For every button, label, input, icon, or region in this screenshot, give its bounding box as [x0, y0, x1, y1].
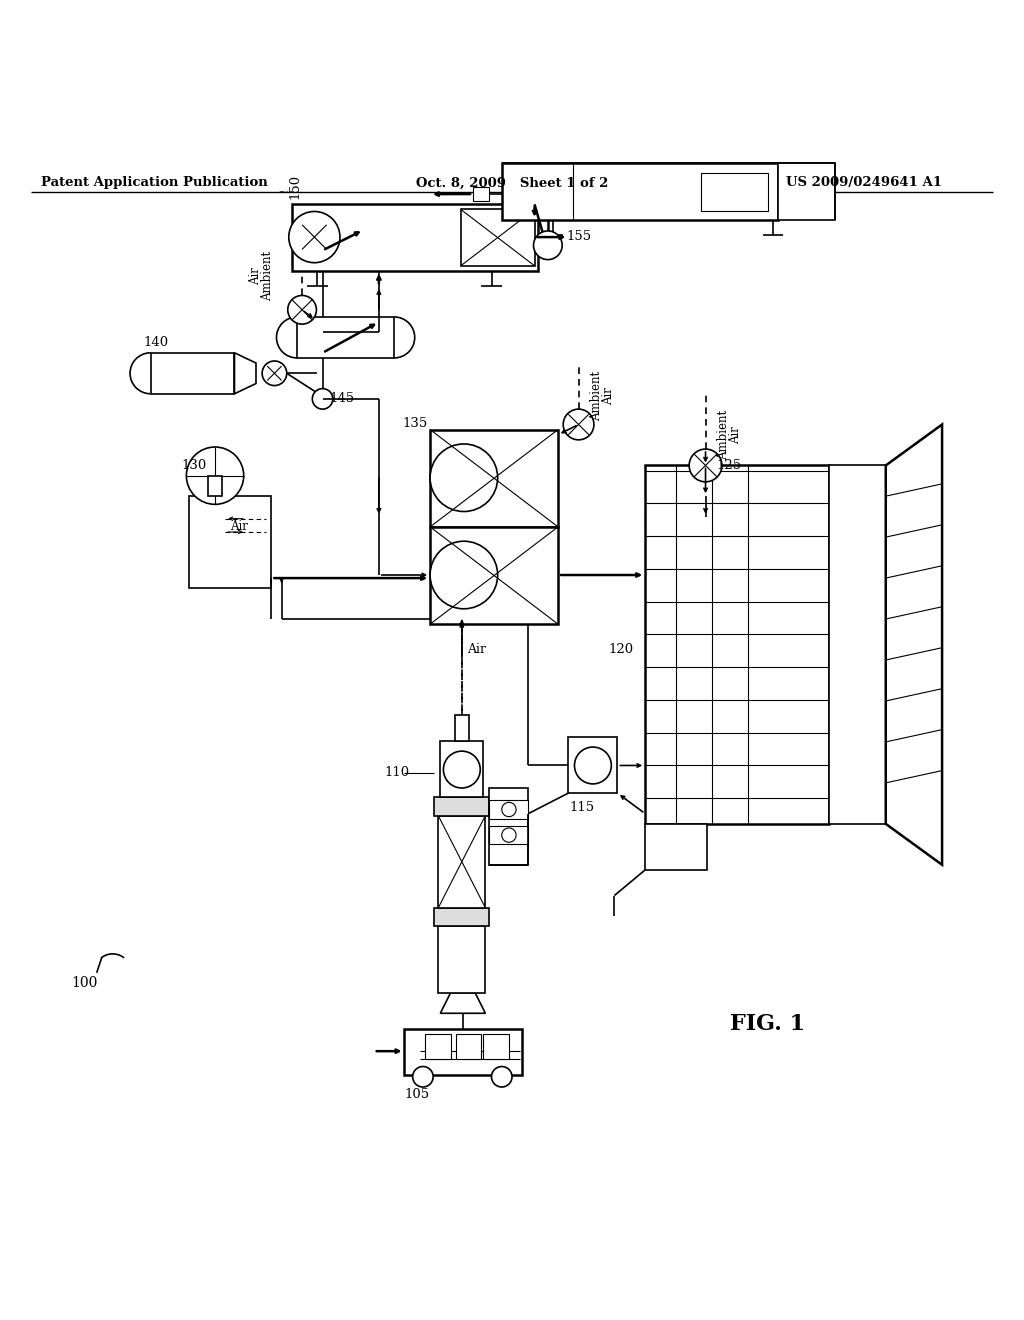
Text: ~: ~ — [278, 186, 289, 199]
Text: Ambient: Ambient — [261, 251, 274, 301]
Text: 135: 135 — [402, 417, 428, 429]
Bar — [568, 737, 617, 793]
Bar — [297, 317, 394, 358]
Bar — [461, 210, 535, 265]
Circle shape — [534, 231, 562, 260]
Text: 100: 100 — [72, 975, 98, 990]
Bar — [440, 741, 483, 797]
Circle shape — [413, 1067, 433, 1086]
Circle shape — [262, 360, 287, 385]
Text: 145: 145 — [330, 392, 355, 405]
Bar — [456, 1034, 481, 1060]
Text: Patent Application Publication: Patent Application Publication — [41, 177, 267, 189]
Bar — [208, 475, 222, 496]
Circle shape — [430, 541, 498, 609]
Text: Air: Air — [602, 387, 615, 405]
Bar — [645, 824, 707, 870]
Text: US 2009/0249641 A1: US 2009/0249641 A1 — [786, 177, 942, 189]
Bar — [829, 466, 886, 824]
Text: 115: 115 — [569, 801, 595, 814]
Polygon shape — [886, 425, 942, 865]
Text: Air: Air — [467, 643, 486, 656]
Bar — [438, 927, 485, 993]
Text: Ambient: Ambient — [717, 409, 730, 459]
Bar — [455, 715, 469, 741]
Bar — [701, 173, 768, 211]
Text: 130: 130 — [181, 459, 207, 473]
Circle shape — [502, 803, 516, 817]
Circle shape — [574, 747, 611, 784]
Text: 120: 120 — [608, 643, 634, 656]
Text: 105: 105 — [404, 1088, 429, 1101]
Bar — [430, 429, 558, 527]
Circle shape — [689, 449, 722, 482]
Bar — [645, 466, 829, 824]
Bar — [473, 187, 489, 201]
Text: Air: Air — [729, 426, 742, 444]
Text: 140: 140 — [143, 335, 169, 348]
Bar — [151, 352, 234, 393]
Bar — [483, 1034, 509, 1060]
Circle shape — [563, 409, 594, 440]
Circle shape — [443, 751, 480, 788]
Bar — [489, 788, 528, 865]
Bar — [502, 164, 778, 219]
Bar — [425, 1034, 451, 1060]
Bar — [434, 908, 489, 927]
Bar — [778, 164, 835, 219]
Bar — [489, 800, 528, 818]
Circle shape — [186, 447, 244, 504]
Bar — [430, 527, 558, 624]
Text: Ambient: Ambient — [590, 371, 603, 421]
Circle shape — [312, 388, 333, 409]
Circle shape — [289, 211, 340, 263]
Polygon shape — [234, 352, 256, 393]
Text: Air: Air — [230, 520, 248, 533]
Polygon shape — [440, 993, 485, 1014]
Text: 110: 110 — [384, 766, 410, 779]
Bar — [292, 205, 538, 271]
Bar — [434, 797, 489, 816]
Text: Air: Air — [249, 267, 262, 285]
Bar — [438, 816, 485, 908]
Bar — [489, 826, 528, 845]
Text: 125: 125 — [717, 459, 742, 473]
Bar — [404, 1028, 522, 1074]
Text: Oct. 8, 2009   Sheet 1 of 2: Oct. 8, 2009 Sheet 1 of 2 — [416, 177, 608, 189]
Bar — [189, 496, 271, 589]
Circle shape — [288, 296, 316, 325]
Text: 150: 150 — [289, 174, 302, 199]
Text: FIG. 1: FIG. 1 — [730, 1012, 806, 1035]
Circle shape — [492, 1067, 512, 1086]
Text: 155: 155 — [566, 230, 591, 243]
Circle shape — [502, 828, 516, 842]
Circle shape — [430, 444, 498, 512]
